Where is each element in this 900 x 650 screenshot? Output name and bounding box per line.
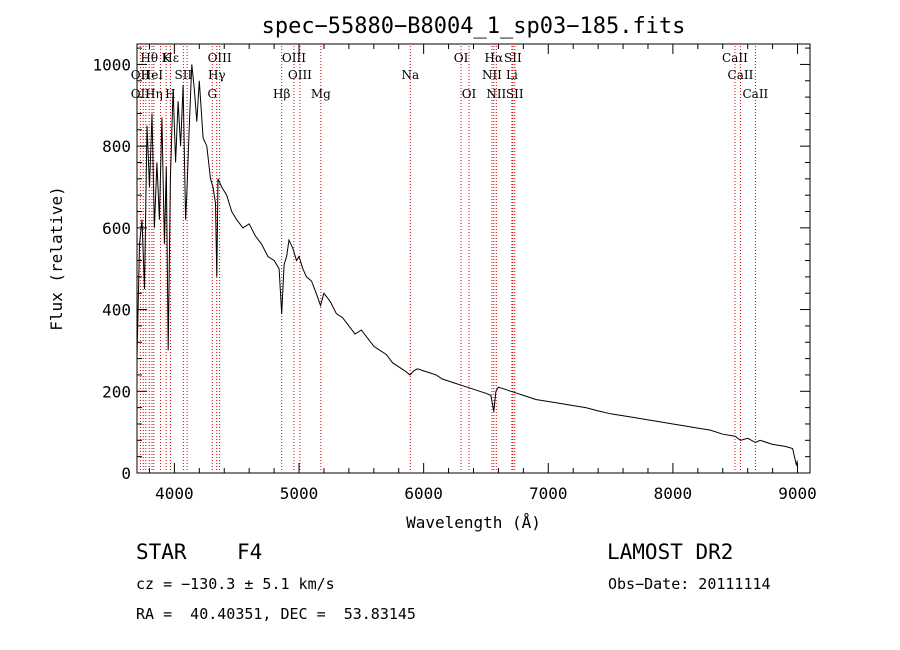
spectral-line-label: Na bbox=[401, 68, 419, 82]
x-tick-label: 8000 bbox=[654, 484, 693, 503]
spectral-line-label: H bbox=[165, 87, 175, 101]
spectral-line-label: SII bbox=[504, 51, 522, 65]
spectral-line-label: CaII bbox=[722, 51, 748, 65]
y-tick-label: 600 bbox=[102, 219, 131, 238]
spectral-line-label: Hβ bbox=[273, 87, 290, 101]
spectral-line-label: OIII bbox=[208, 51, 232, 65]
redshift-label: cz = −130.3 ± 5.1 km/s bbox=[136, 575, 335, 593]
spectral-line-label: G bbox=[207, 87, 217, 101]
subclass-label: F4 bbox=[237, 540, 263, 564]
spectral-line-label: OII bbox=[131, 87, 151, 101]
object-type-label: STAR bbox=[136, 540, 187, 564]
spectral-line-label: OII bbox=[131, 68, 151, 82]
spectral-line-label: OI bbox=[454, 51, 469, 65]
x-tick-label: 7000 bbox=[529, 484, 568, 503]
y-tick-label: 0 bbox=[121, 464, 131, 483]
x-tick-label: 4000 bbox=[155, 484, 194, 503]
spectral-line-label: Hθ bbox=[140, 51, 158, 65]
x-tick-label: 5000 bbox=[280, 484, 319, 503]
spectral-line-label: SII bbox=[175, 68, 193, 82]
spectral-line-label: SII bbox=[506, 87, 524, 101]
spectral-line-label: K bbox=[162, 51, 172, 65]
spectral-line-label: HeI bbox=[141, 68, 164, 82]
spectrum-line bbox=[136, 64, 798, 467]
spectral-line-label: OI bbox=[462, 87, 477, 101]
spectral-line-label: NII bbox=[486, 87, 506, 101]
spectral-line-label: NII bbox=[482, 68, 502, 82]
spectral-line-label: Mg bbox=[311, 87, 331, 101]
y-tick-label: 200 bbox=[102, 382, 131, 401]
spectral-line-label: Hη bbox=[145, 87, 163, 101]
spectral-line-label: OIII bbox=[282, 51, 306, 65]
y-tick-label: 800 bbox=[102, 137, 131, 156]
x-tick-label: 6000 bbox=[404, 484, 443, 503]
chart-title: spec−55880−B8004_1_sp03−185.fits bbox=[262, 14, 686, 39]
spectral-line-label: CaII bbox=[742, 87, 768, 101]
obs-date-label: Obs−Date: 20111114 bbox=[608, 575, 771, 593]
spectrum-chart: 4000 5000 6000 7000 8000 9000 0 200 400 600 800 100… bbox=[47, 14, 817, 532]
x-axis-label: Wavelength (Å) bbox=[406, 513, 541, 532]
y-axis-label: Flux (relative) bbox=[47, 186, 66, 331]
x-tick-label: 9000 bbox=[778, 484, 817, 503]
spectral-line-label: Hα bbox=[485, 51, 504, 65]
spectral-line-label: Li bbox=[506, 68, 518, 82]
plot-frame bbox=[136, 43, 811, 474]
spectral-line-label: OIII bbox=[288, 68, 312, 82]
y-tick-label: 1000 bbox=[92, 55, 131, 74]
survey-label: LAMOST DR2 bbox=[607, 540, 734, 564]
spectral-line-label: Hε bbox=[162, 51, 179, 65]
coordinates-label: RA = 40.40351, DEC = 53.83145 bbox=[136, 605, 416, 623]
y-tick-label: 400 bbox=[102, 301, 131, 320]
spectral-line-label: Hγ bbox=[208, 68, 226, 82]
spectral-line-label: CaII bbox=[728, 68, 754, 82]
